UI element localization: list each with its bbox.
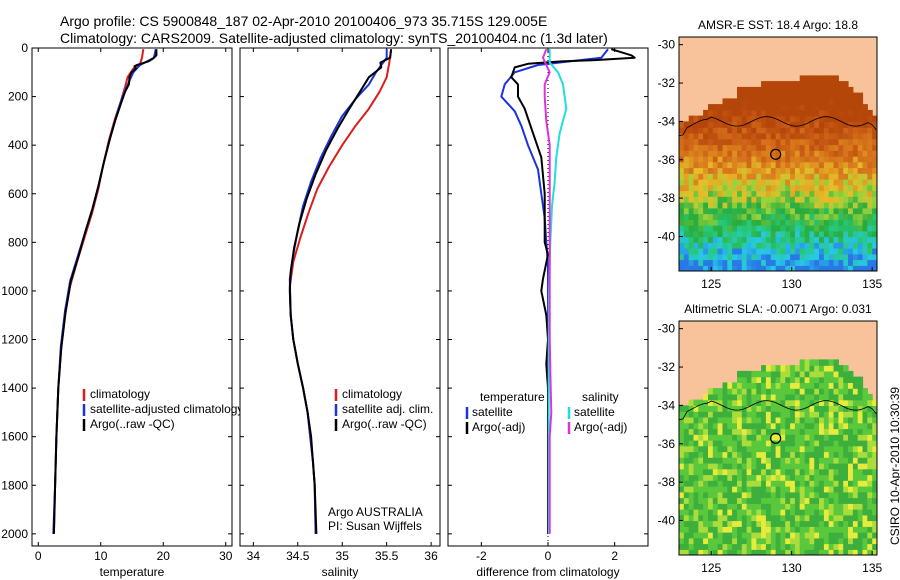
temperature-axes-box [31, 47, 233, 547]
sst-map-ytick-label: -32 [658, 76, 676, 90]
salinity-xtick-label: 35.5 [375, 549, 399, 563]
temperature-series-argo-raw-qc- [52, 49, 158, 534]
temperature-xtick-label: 0 [35, 549, 42, 563]
temperature-xtick-label: 30 [219, 549, 233, 563]
depth-tick-label: 400 [8, 138, 28, 152]
temperature-xlabel: temperature [100, 565, 165, 579]
salinity-xtick-label: 36 [424, 549, 438, 563]
sla-map-ytick-label: -40 [658, 513, 676, 527]
sla-map-panel: Altimetric SLA: -0.0071 Argo: 0.031 125 13… [658, 302, 883, 575]
sst-map-contour-line [679, 116, 877, 137]
sla-map-xtick-label: 135 [862, 561, 882, 575]
salinity-panel: 34 34.5 35 35.5 36 salinity climatologysatelli… [239, 47, 441, 579]
sst-map-xtick-label: 125 [701, 277, 721, 291]
temperature-legend-label: climatology [90, 387, 150, 401]
sst-map-xtick-label: 130 [782, 277, 802, 291]
sst-map-ytick-label: -38 [658, 191, 676, 205]
sst-map-title: AMSR-E SST: 18.4 Argo: 18.8 [698, 18, 858, 32]
sst-map-ytick-label: -36 [658, 153, 676, 167]
salinity-annotation: PI: Susan Wijffels [328, 519, 422, 533]
salinity-series-argo-raw-qc- [288, 49, 393, 534]
salinity-xtick-label: 35 [336, 549, 350, 563]
salinity-xlabel: salinity [322, 565, 359, 579]
difference-legend-label: salinity [582, 390, 619, 404]
temperature-legend-label: Argo(..raw -QC) [90, 417, 175, 431]
sla-map-xtick-label: 125 [701, 561, 721, 575]
difference-xtick-label: -2 [476, 549, 487, 563]
difference-series-salinity-argo-adj- [542, 48, 553, 534]
temperature-xtick-label: 10 [94, 549, 108, 563]
depth-tick-label: 2000 [1, 527, 28, 541]
difference-series-salinity-satellite [547, 49, 568, 534]
sla-map-axes-box [678, 320, 878, 556]
sla-map-cells [679, 321, 877, 555]
sla-map-title: Altimetric SLA: -0.0071 Argo: 0.031 [684, 302, 872, 316]
difference-series-temperature-argo-adj- [510, 48, 636, 534]
sst-map-axes-box [678, 36, 878, 272]
sla-map-ytick-label: -36 [658, 437, 676, 451]
sla-map-contour-line [679, 400, 877, 421]
salinity-xtick-label: 34 [247, 549, 261, 563]
sla-map-xtick-label: 130 [782, 561, 802, 575]
depth-tick-label: 1200 [1, 333, 28, 347]
difference-panel: -2 0 2 difference from climatology temperatu… [447, 47, 649, 579]
depth-tick-label: 1400 [1, 381, 28, 395]
difference-legend-label: Argo(-adj) [472, 420, 525, 434]
sla-map-ytick-label: -38 [658, 475, 676, 489]
sst-map-ytick-label: -30 [658, 38, 676, 52]
salinity-legend-label: satellite adj. clim. [342, 402, 433, 416]
difference-legend-label: Argo(-adj) [574, 420, 627, 434]
sst-map-ytick-label: -34 [658, 114, 676, 128]
salinity-legend-label: climatology [342, 387, 402, 401]
temperature-panel: 0 200 400 600 800 1000 1200 1400 1600 1800 2000 0 10… [1, 41, 243, 579]
difference-xtick-label: 0 [545, 549, 552, 563]
sla-map-ytick-label: -34 [658, 398, 676, 412]
difference-legend-label: temperature [480, 390, 545, 404]
salinity-xtick-label: 34.5 [286, 549, 310, 563]
sla-map-argo-marker [770, 432, 782, 444]
figure-title-line1: Argo profile: CS 5900848_187 02-Apr-2010… [60, 13, 548, 29]
sla-map-ytick-label: -32 [658, 360, 676, 374]
difference-xtick-label: 2 [611, 549, 618, 563]
depth-tick-label: 800 [8, 235, 28, 249]
sst-map-argo-marker [770, 148, 782, 160]
depth-tick-label: 0 [21, 41, 28, 55]
sst-map-ytick-label: -40 [658, 229, 676, 243]
sla-map-ytick-label: -30 [658, 322, 676, 336]
temperature-xtick-label: 20 [157, 549, 171, 563]
salinity-axes-box [239, 47, 441, 547]
depth-tick-label: 1000 [1, 284, 28, 298]
depth-tick-label: 200 [8, 90, 28, 104]
sst-map-cells [679, 37, 877, 271]
salinity-legend-label: Argo(..raw -QC) [342, 417, 427, 431]
sst-map-xtick-label: 135 [862, 277, 882, 291]
difference-legend-label: satellite [472, 405, 513, 419]
sst-map-panel: AMSR-E SST: 18.4 Argo: 18.8 125 130 135 -30 -… [658, 18, 883, 291]
salinity-annotation: Argo AUSTRALIA [328, 505, 423, 519]
depth-tick-label: 1600 [1, 430, 28, 444]
temperature-legend-label: satellite-adjusted climatology [90, 402, 243, 416]
figure-title-line2: Climatology: CARS2009. Satellite-adjuste… [60, 30, 608, 46]
depth-tick-label: 600 [8, 187, 28, 201]
difference-legend-label: satellite [574, 405, 615, 419]
difference-xlabel: difference from climatology [476, 565, 619, 579]
depth-tick-label: 1800 [1, 478, 28, 492]
